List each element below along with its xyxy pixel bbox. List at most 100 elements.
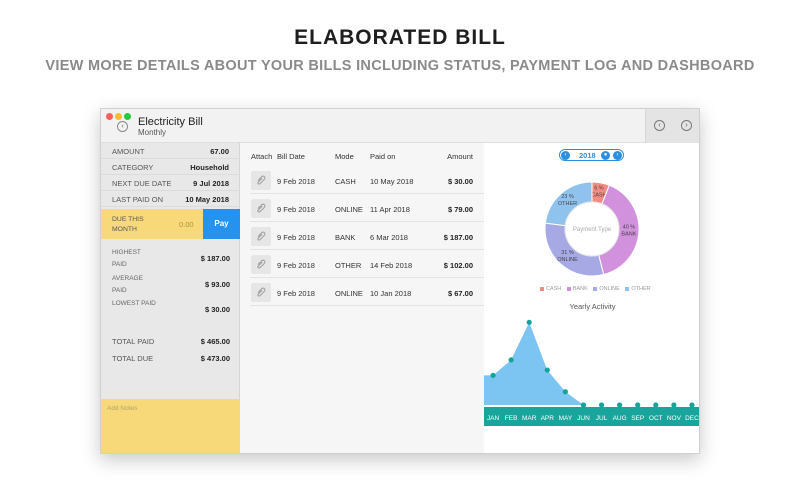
month-label-may: MAY bbox=[559, 415, 573, 422]
payment-mode: CASH bbox=[335, 177, 356, 186]
attachment-button[interactable] bbox=[251, 199, 271, 218]
notes-field[interactable]: Add Notes bbox=[101, 399, 240, 453]
month-label-jul: JUL bbox=[596, 415, 608, 422]
activity-point-jul bbox=[598, 402, 605, 408]
paperclip-icon bbox=[257, 259, 266, 269]
payment-log-header: Attach Bill Date Mode Paid on Amount bbox=[240, 143, 484, 167]
activity-point-sep bbox=[635, 402, 641, 408]
month-label-apr: APR bbox=[541, 415, 555, 422]
payment-mode: ONLINE bbox=[335, 205, 363, 214]
due-this-month-amount: 0.00 bbox=[179, 220, 194, 229]
payment-log: Attach Bill Date Mode Paid on Amount 9 F… bbox=[240, 143, 484, 453]
slice-percent-label: 6 % bbox=[594, 186, 604, 192]
legend-swatch-bank bbox=[566, 286, 571, 291]
activity-area bbox=[484, 322, 699, 405]
next-icon[interactable]: › bbox=[681, 120, 692, 131]
year-selector: ‹ 2018 ● › bbox=[559, 149, 624, 161]
paid-on-date: 10 Jan 2018 bbox=[370, 289, 412, 298]
payment-mode: BANK bbox=[335, 233, 356, 242]
bill-date: 9 Feb 2018 bbox=[277, 233, 315, 242]
activity-point-mar bbox=[526, 319, 532, 325]
slice-name-label: OTHER bbox=[558, 201, 577, 207]
payment-mode: ONLINE bbox=[335, 289, 363, 298]
paperclip-icon bbox=[257, 175, 266, 185]
current-year-icon[interactable]: ● bbox=[601, 151, 610, 160]
bill-date-header: Bill Date bbox=[277, 152, 305, 161]
payment-row[interactable]: 9 Feb 2018 OTHER 14 Feb 2018 $ 102.00 bbox=[250, 251, 484, 278]
dashboard-panel: ‹ 2018 ● › 6 % CASH 40 % BANK 31 % ONLINE 23 %… bbox=[484, 143, 699, 453]
notes-placeholder: Add Notes bbox=[107, 405, 138, 412]
back-icon[interactable]: ‹ bbox=[117, 121, 128, 132]
zoom-window-button[interactable] bbox=[124, 113, 131, 120]
minimize-window-button[interactable] bbox=[115, 113, 122, 120]
slice-name-label: ONLINE bbox=[557, 257, 578, 263]
close-window-button[interactable] bbox=[106, 113, 113, 120]
payment-row[interactable]: 9 Feb 2018 CASH 10 May 2018 $ 30.00 bbox=[250, 167, 484, 194]
activity-point-jun bbox=[580, 402, 587, 408]
activity-point-aug bbox=[617, 402, 623, 408]
month-label-jun: JUN bbox=[577, 415, 590, 422]
bill-date: 9 Feb 2018 bbox=[277, 177, 315, 186]
category-value: Household bbox=[190, 163, 229, 172]
slice-percent-label: 40 % bbox=[623, 224, 636, 230]
amount-label: AMOUNT bbox=[112, 147, 145, 156]
average-paid: AVERAGE PAID $ 93.00 bbox=[112, 273, 230, 297]
legend-cash: CASH bbox=[546, 286, 562, 292]
payment-row[interactable]: 9 Feb 2018 ONLINE 10 Jan 2018 $ 67.00 bbox=[250, 279, 484, 306]
headline: ELABORATED BILL bbox=[294, 26, 506, 49]
month-label-nov: NOV bbox=[667, 415, 682, 422]
pay-button[interactable]: Pay bbox=[203, 209, 240, 239]
lowest-paid-value: $ 30.00 bbox=[204, 305, 230, 314]
yearly-activity-chart: JAN FEB MAR APR MAY JUN JUL AUG SEP OCT NOV DEC bbox=[484, 319, 699, 426]
average-paid-value: $ 93.00 bbox=[204, 280, 230, 289]
total-due-value: $ 473.00 bbox=[200, 354, 230, 363]
previous-year-icon[interactable]: ‹ bbox=[561, 151, 570, 160]
highest-paid: HIGHEST PAID $ 187.00 bbox=[112, 247, 230, 271]
bill-title: Electricity Bill bbox=[138, 116, 203, 128]
lowest-paid: LOWEST PAID $ 30.00 bbox=[112, 298, 230, 314]
activity-point-oct bbox=[653, 402, 659, 408]
total-paid: TOTAL PAID $ 465.00 bbox=[112, 337, 230, 346]
next-due-label: NEXT DUE DATE bbox=[112, 179, 172, 188]
subheadline: VIEW MORE DETAILS ABOUT YOUR BILLS INCLU… bbox=[45, 58, 755, 74]
payment-amount: $ 187.00 bbox=[443, 233, 473, 242]
last-paid-label: LAST PAID ON bbox=[112, 195, 163, 204]
total-paid-label: TOTAL PAID bbox=[112, 337, 155, 346]
total-paid-value: $ 465.00 bbox=[200, 337, 230, 346]
payment-type-legend: CASH BANK ONLINE OTHER bbox=[536, 286, 651, 292]
legend-swatch-other bbox=[625, 286, 630, 291]
navigation-controls: ‹ › bbox=[645, 109, 699, 143]
legend-bank: BANK bbox=[572, 286, 588, 292]
activity-point-may bbox=[562, 389, 568, 395]
payment-row[interactable]: 9 Feb 2018 BANK 6 Mar 2018 $ 187.00 bbox=[250, 223, 484, 250]
attachment-button[interactable] bbox=[251, 171, 271, 190]
payment-amount: $ 67.00 bbox=[447, 289, 473, 298]
next-year-icon[interactable]: › bbox=[613, 151, 622, 160]
payment-amount: $ 79.00 bbox=[447, 205, 473, 214]
payment-row[interactable]: 9 Feb 2018 ONLINE 11 Apr 2018 $ 79.00 bbox=[250, 195, 484, 222]
last-paid-value: 10 May 2018 bbox=[185, 195, 229, 204]
bill-summary-panel: AMOUNT 67.00 CATEGORY Household NEXT DUE… bbox=[101, 143, 240, 453]
last-paid-row: LAST PAID ON 10 May 2018 bbox=[101, 191, 240, 207]
legend-other: OTHER bbox=[631, 286, 651, 292]
slice-name-label: CASH bbox=[591, 193, 606, 199]
paid-on-date: 14 Feb 2018 bbox=[370, 261, 413, 270]
amount-row: AMOUNT 67.00 bbox=[101, 143, 240, 159]
activity-point-apr bbox=[544, 367, 550, 373]
bill-frequency: Monthly bbox=[138, 128, 167, 137]
attachment-button[interactable] bbox=[251, 283, 271, 302]
month-label-sep: SEP bbox=[631, 415, 644, 422]
previous-icon[interactable]: ‹ bbox=[654, 120, 665, 131]
paperclip-icon bbox=[257, 231, 266, 241]
total-due-label: TOTAL DUE bbox=[112, 354, 154, 363]
donut-center-label: Payment Type bbox=[573, 227, 612, 233]
paperclip-icon bbox=[257, 203, 266, 213]
paperclip-icon bbox=[257, 287, 266, 297]
month-label-oct: OCT bbox=[649, 415, 663, 422]
payment-type-donut: 6 %CASH 40 %BANK 31 %ONLINE 23 %OTHER Paymen… bbox=[544, 181, 640, 277]
activity-point-feb bbox=[508, 357, 514, 363]
total-due: TOTAL DUE $ 473.00 bbox=[112, 354, 230, 363]
attachment-button[interactable] bbox=[251, 255, 271, 274]
attachment-button[interactable] bbox=[251, 227, 271, 246]
paid-on-date: 6 Mar 2018 bbox=[370, 233, 408, 242]
